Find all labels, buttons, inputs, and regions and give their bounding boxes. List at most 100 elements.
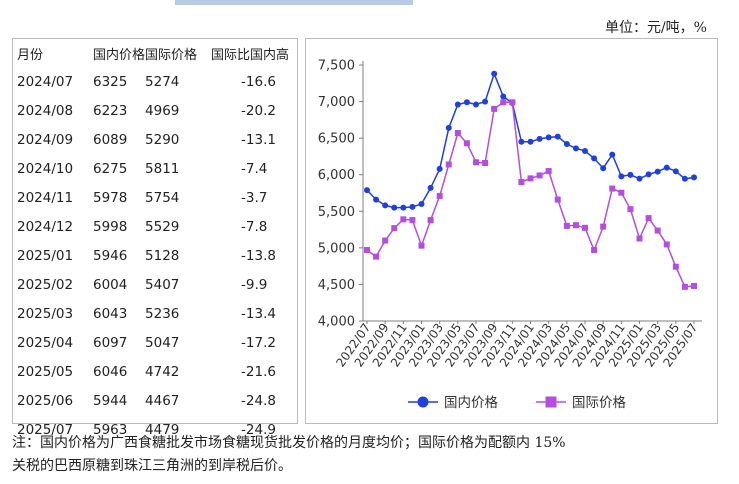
data-point-international [536, 172, 543, 179]
data-point-domestic [364, 187, 370, 194]
data-point-domestic [482, 98, 489, 105]
data-point-international [600, 223, 607, 230]
footnote: 注：国内价格为广西食糖批发市场食糖现货批发价格的月度均价；国际价格为配额内 15… [12, 432, 727, 478]
table-row: 2025/02 6004 5407 -9.9 [13, 270, 297, 299]
cell-difference: -13.1 [241, 131, 276, 148]
data-point-domestic [409, 203, 416, 210]
data-point-international [418, 242, 425, 249]
table-row: 2024/10 6275 5811 -7.4 [13, 154, 297, 183]
cell-international: 5236 [145, 305, 180, 322]
data-point-domestic [427, 184, 434, 191]
data-point-international [491, 105, 498, 112]
data-point-domestic [582, 147, 588, 154]
cell-difference: -20.2 [241, 102, 276, 119]
data-point-international [400, 216, 407, 223]
cell-difference: -21.6 [241, 363, 276, 380]
data-point-international [609, 185, 616, 192]
cell-international: 5128 [145, 247, 180, 264]
data-point-domestic [473, 101, 479, 108]
data-point-domestic [445, 124, 452, 131]
table-row: 2024/08 6223 4969 -20.2 [13, 96, 297, 125]
cell-international: 4467 [145, 392, 180, 409]
unit-label: 单位：元/吨，% [604, 20, 707, 36]
data-point-international [554, 196, 561, 203]
data-point-domestic [691, 174, 697, 181]
table-row: 2025/04 6097 5047 -17.2 [13, 328, 297, 357]
data-point-domestic [500, 93, 507, 100]
cell-international: 5290 [145, 131, 180, 148]
cell-difference: -9.9 [241, 276, 268, 293]
cell-international: 5529 [145, 218, 180, 235]
cell-difference: -17.2 [241, 334, 276, 351]
price-chart-panel: 4,000 4,500 5,000 5,500 6,000 6,500 7,000 7,500… [305, 38, 718, 424]
data-point-domestic [609, 151, 616, 158]
data-point-international [436, 192, 443, 199]
data-point-international [582, 224, 588, 231]
table-row: 2024/11 5978 5754 -3.7 [13, 183, 297, 212]
col-header-international: 国际价格 [145, 47, 198, 63]
y-tick-label: 5,500 [318, 205, 355, 220]
table-row: 2025/06 5944 4467 -24.8 [13, 386, 297, 415]
data-point-domestic [382, 202, 389, 209]
data-point-international [636, 235, 643, 242]
data-point-domestic [672, 168, 679, 175]
legend-label: 国际价格 [572, 395, 626, 411]
y-tick-label: 4,500 [318, 278, 355, 293]
cell-domestic: 6223 [93, 102, 128, 119]
cell-difference: -7.8 [241, 218, 268, 235]
price-table-grid: 月份 国内价格 国际价格 国际比国内高 2024/07 6325 5274 -16.6… [13, 39, 297, 444]
cell-month: 2025/05 [17, 363, 74, 380]
data-point-domestic [663, 164, 670, 171]
cell-domestic: 5944 [93, 392, 128, 409]
footnote-line-2: 关税的巴西原糖到珠江三角洲的到岸税后价。 [12, 458, 292, 474]
cell-difference: -7.4 [241, 160, 268, 177]
data-point-international [509, 99, 516, 106]
data-point-international [373, 253, 380, 260]
footnote-line-1: 注：国内价格为广西食糖批发市场食糖现货批发价格的月度均价；国际价格为配额内 15… [12, 435, 566, 451]
data-point-domestic [518, 138, 525, 145]
cell-month: 2024/08 [17, 102, 74, 119]
top-accent-bar [175, 0, 413, 5]
data-point-domestic [373, 196, 380, 203]
table-row: 2025/01 5946 5128 -13.8 [13, 241, 297, 270]
table-header-row: 月份 国内价格 国际价格 国际比国内高 [13, 39, 297, 67]
data-point-international [391, 225, 398, 232]
cell-month: 2024/12 [17, 218, 74, 235]
data-point-domestic [491, 70, 498, 77]
data-point-international [427, 217, 434, 224]
cell-international: 5274 [145, 73, 180, 90]
data-point-international [482, 160, 489, 167]
cell-month: 2025/03 [17, 305, 74, 322]
cell-domestic: 6043 [93, 305, 128, 322]
data-point-international [681, 283, 688, 290]
data-point-domestic [418, 200, 425, 207]
data-point-international [445, 161, 452, 168]
data-point-international [382, 237, 389, 244]
table-row: 2025/03 6043 5236 -13.4 [13, 299, 297, 328]
cell-domestic: 5998 [93, 218, 128, 235]
cell-international: 5047 [145, 334, 180, 351]
cell-international: 4479 [145, 421, 180, 438]
col-header-domestic: 国内价格 [93, 47, 146, 63]
data-point-domestic [527, 138, 534, 145]
data-point-international [691, 282, 697, 289]
data-point-international [409, 217, 416, 224]
table-row: 2024/07 6325 5274 -16.6 [13, 67, 297, 96]
cell-international: 5754 [145, 189, 180, 206]
cell-difference: -24.9 [241, 421, 276, 438]
data-point-domestic [645, 171, 652, 178]
data-point-international [654, 227, 661, 234]
data-point-domestic [654, 168, 661, 175]
data-point-international [591, 247, 598, 254]
cell-difference: -24.8 [241, 392, 276, 409]
data-point-international [454, 130, 461, 137]
cell-month: 2024/10 [17, 160, 74, 177]
cell-month: 2025/04 [17, 334, 74, 351]
cell-domestic: 5946 [93, 247, 128, 264]
table-row: 2024/12 5998 5529 -7.8 [13, 212, 297, 241]
table-row: 2025/05 6046 4742 -21.6 [13, 357, 297, 386]
data-point-international [563, 222, 570, 229]
data-point-international [500, 99, 507, 106]
data-point-international [364, 247, 370, 254]
legend-marker-domestic [417, 396, 429, 408]
